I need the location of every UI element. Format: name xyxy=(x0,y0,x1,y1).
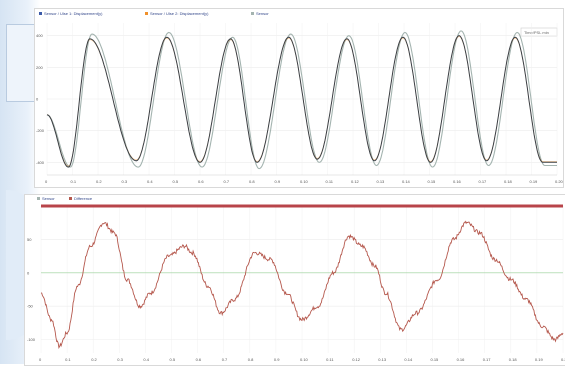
x-tick-label: 0.1 xyxy=(71,179,77,184)
legend-label-2: Sensor / Ulse 2: Displacement(y) xyxy=(150,11,209,16)
legend-swatch-5 xyxy=(69,197,72,200)
x-tick-label: 0.20 xyxy=(561,357,565,362)
bottom-y-ticks: 50 0 -50 -100 xyxy=(27,237,36,342)
badge-label: Time/PSL min xyxy=(524,30,549,35)
x-tick-label: 0.9 xyxy=(275,179,281,184)
legend-swatch-3 xyxy=(251,12,254,15)
x-tick-label: 0.13 xyxy=(378,357,387,362)
x-tick-label: 0.7 xyxy=(222,357,228,362)
bottom-x-ticks: 0 0.1 0.2 0.3 0.4 0.5 0.6 0.7 0.8 0.9 0.10 0.11 0.12… xyxy=(39,357,565,362)
x-tick-label: 0.2 xyxy=(96,179,102,184)
x-tick-label: 0.3 xyxy=(117,357,123,362)
x-tick-label: 0.14 xyxy=(402,179,411,184)
series-line-sensor xyxy=(46,30,557,170)
top-legend: Sensor / Ulse 1: Displacement(y) Sensor … xyxy=(39,11,269,16)
x-tick-label: 0.17 xyxy=(483,357,492,362)
x-tick-label: 0.19 xyxy=(530,179,539,184)
bottom-chart: Sensor Difference 500-50-100 0 0.1 0.2 0.3 0… xyxy=(27,196,565,362)
y-tick-label: 200 xyxy=(36,65,43,70)
legend-label-5: Difference xyxy=(74,196,93,201)
x-tick-label: 0.19 xyxy=(535,357,544,362)
top-chart-panel: Sensor / Ulse 1: Displacement(y) Sensor … xyxy=(34,8,564,188)
x-tick-label: 0.12 xyxy=(352,357,361,362)
bottom-chart-panel: Sensor Difference 50 0 -50 -100 0 0.1 0.2 0.3 0… xyxy=(24,194,565,366)
x-tick-label: 0 xyxy=(45,179,48,184)
x-tick-label: 0.8 xyxy=(248,357,254,362)
x-tick-label: 0.7 xyxy=(224,179,230,184)
y-tick-label: -200 xyxy=(36,128,45,133)
x-tick-label: 0.17 xyxy=(479,179,488,184)
y-tick-label: 0 xyxy=(27,270,30,275)
x-tick-label: 0.9 xyxy=(274,357,280,362)
x-tick-label: 0.13 xyxy=(377,179,386,184)
x-tick-label: 0.14 xyxy=(404,357,413,362)
x-tick-label: 0.18 xyxy=(509,357,518,362)
bottom-grid xyxy=(40,206,564,353)
top-chart: Sensor / Ulse 1: Displacement(y) Sensor … xyxy=(36,11,563,184)
x-tick-label: 0.11 xyxy=(326,179,334,184)
y-tick-label: -50 xyxy=(27,304,34,309)
y-tick-label: 0 xyxy=(36,97,39,102)
legend-label-4: Sensor xyxy=(42,196,55,201)
chart-badge: Time/PSL min xyxy=(520,27,558,37)
legend-label-1: Sensor / Ulse 1: Displacement(y) xyxy=(44,11,103,16)
y-tick-label: 50 xyxy=(27,237,32,242)
x-tick-label: 0.10 xyxy=(300,179,309,184)
x-tick-label: 0.15 xyxy=(428,179,437,184)
x-tick-label: 0.5 xyxy=(170,357,176,362)
legend-label-3: Sensor xyxy=(256,11,269,16)
x-tick-label: 0.6 xyxy=(196,357,202,362)
x-tick-label: 0.15 xyxy=(431,357,440,362)
bottom-series xyxy=(40,204,564,350)
x-tick-label: 0.11 xyxy=(326,357,334,362)
legend-swatch-4 xyxy=(37,197,40,200)
series-line-ulse-1 xyxy=(46,35,557,168)
x-tick-label: 0.2 xyxy=(91,357,97,362)
top-y-ticks: 400 200 0 -200 -400 xyxy=(36,33,45,165)
legend-swatch-2 xyxy=(145,12,148,15)
x-tick-label: 0.6 xyxy=(198,179,204,184)
x-tick-label: 0.5 xyxy=(173,179,179,184)
x-tick-label: 0.4 xyxy=(143,357,149,362)
top-grid xyxy=(46,23,558,176)
y-tick-label: -100 xyxy=(27,337,36,342)
x-tick-label: 0.1 xyxy=(65,357,71,362)
x-tick-label: 0.8 xyxy=(249,179,255,184)
x-tick-label: 0.4 xyxy=(147,179,153,184)
x-tick-label: 0.16 xyxy=(457,357,466,362)
x-tick-label: 0.10 xyxy=(300,357,309,362)
y-tick-label: -400 xyxy=(36,160,45,165)
x-tick-label: 0.3 xyxy=(122,179,128,184)
legend-swatch-1 xyxy=(39,12,42,15)
x-tick-label: 0.18 xyxy=(504,179,513,184)
series-line-difference xyxy=(40,220,564,350)
x-tick-label: 0 xyxy=(39,357,42,362)
x-tick-label: 0.16 xyxy=(453,179,462,184)
x-tick-label: 0.20 xyxy=(555,179,563,184)
top-series xyxy=(46,30,557,170)
y-tick-label: 400 xyxy=(36,33,43,38)
x-tick-label: 0.12 xyxy=(351,179,360,184)
top-x-ticks: 0 0.1 0.2 0.3 0.4 0.5 0.6 0.7 0.8 0.9 0.10 0.11 0.12… xyxy=(45,179,563,184)
bottom-legend: Sensor Difference xyxy=(37,196,93,201)
